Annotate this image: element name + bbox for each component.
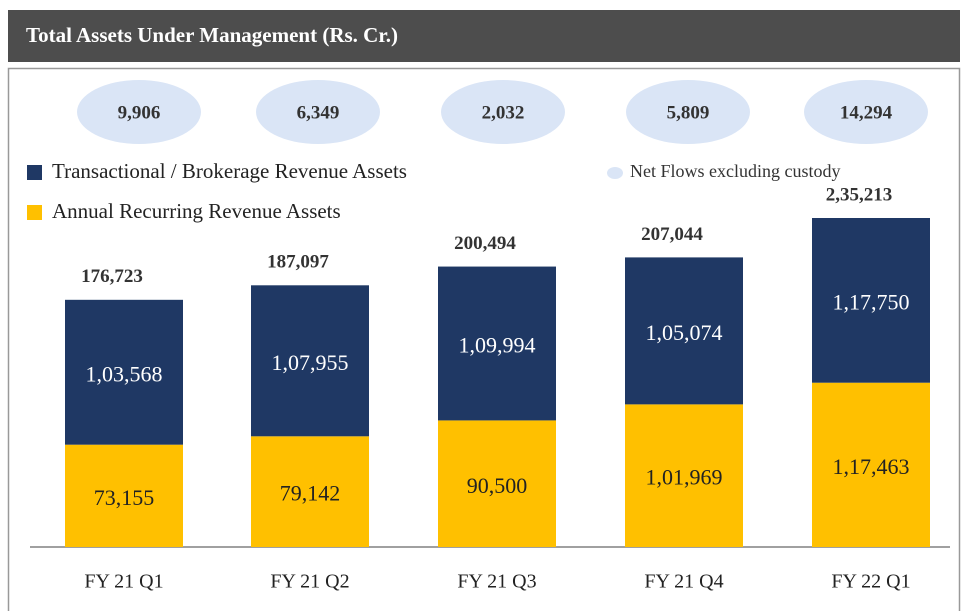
chart-frame xyxy=(7,67,961,616)
bar-segment xyxy=(65,299,183,445)
x-tick-label: FY 21 Q3 xyxy=(457,571,536,593)
net-flow-bubble xyxy=(626,80,750,144)
net-flow-bubble xyxy=(441,80,565,144)
bar-segment xyxy=(812,218,930,383)
bar-segment xyxy=(625,257,743,405)
x-tick-label: FY 21 Q1 xyxy=(84,571,163,593)
legend-swatch xyxy=(27,165,42,180)
chart-title: Total Assets Under Management (Rs. Cr.) xyxy=(26,23,398,47)
legend-swatch xyxy=(27,205,42,220)
total-label: 176,723 xyxy=(81,266,143,287)
segment-label: 79,142 xyxy=(280,481,341,506)
bar-segment xyxy=(438,266,556,421)
net-flow-label: 2,032 xyxy=(482,102,525,123)
legend-label: Net Flows excluding custody xyxy=(630,161,840,181)
bar-segment xyxy=(251,285,369,437)
net-flow-label: 5,809 xyxy=(667,102,710,123)
total-label: 200,494 xyxy=(454,233,516,254)
header-bar xyxy=(8,10,960,62)
segment-label: 1,01,969 xyxy=(646,465,723,490)
segment-label: 1,07,955 xyxy=(272,350,349,375)
bar-segment xyxy=(625,404,743,547)
segment-label: 1,09,994 xyxy=(459,333,536,358)
segment-label: 90,500 xyxy=(467,473,528,498)
segment-label: 1,17,463 xyxy=(833,454,910,479)
bar-segment xyxy=(812,382,930,547)
x-tick-label: FY 21 Q4 xyxy=(644,571,723,593)
x-tick-label: FY 22 Q1 xyxy=(831,571,910,593)
net-flow-label: 6,349 xyxy=(297,102,340,123)
total-label: 207,044 xyxy=(641,224,703,245)
total-label: 187,097 xyxy=(267,252,329,273)
legend-swatch xyxy=(607,167,623,179)
segment-label: 1,03,568 xyxy=(86,361,163,386)
legend-label: Transactional / Brokerage Revenue Assets xyxy=(52,159,407,183)
net-flow-bubble xyxy=(256,80,380,144)
segment-label: 73,155 xyxy=(94,485,155,510)
x-tick-label: FY 21 Q2 xyxy=(270,571,349,593)
net-flow-label: 14,294 xyxy=(840,102,893,123)
net-flow-bubble xyxy=(77,80,201,144)
bar-segment xyxy=(251,436,369,547)
total-label: 2,35,213 xyxy=(826,184,893,205)
net-flow-label: 9,906 xyxy=(118,102,161,123)
legend-label: Annual Recurring Revenue Assets xyxy=(52,199,341,223)
bar-segment xyxy=(65,444,183,547)
segment-label: 1,05,074 xyxy=(646,320,723,345)
bar-segment xyxy=(438,420,556,547)
net-flow-bubble xyxy=(804,80,928,144)
segment-label: 1,17,750 xyxy=(833,289,910,314)
